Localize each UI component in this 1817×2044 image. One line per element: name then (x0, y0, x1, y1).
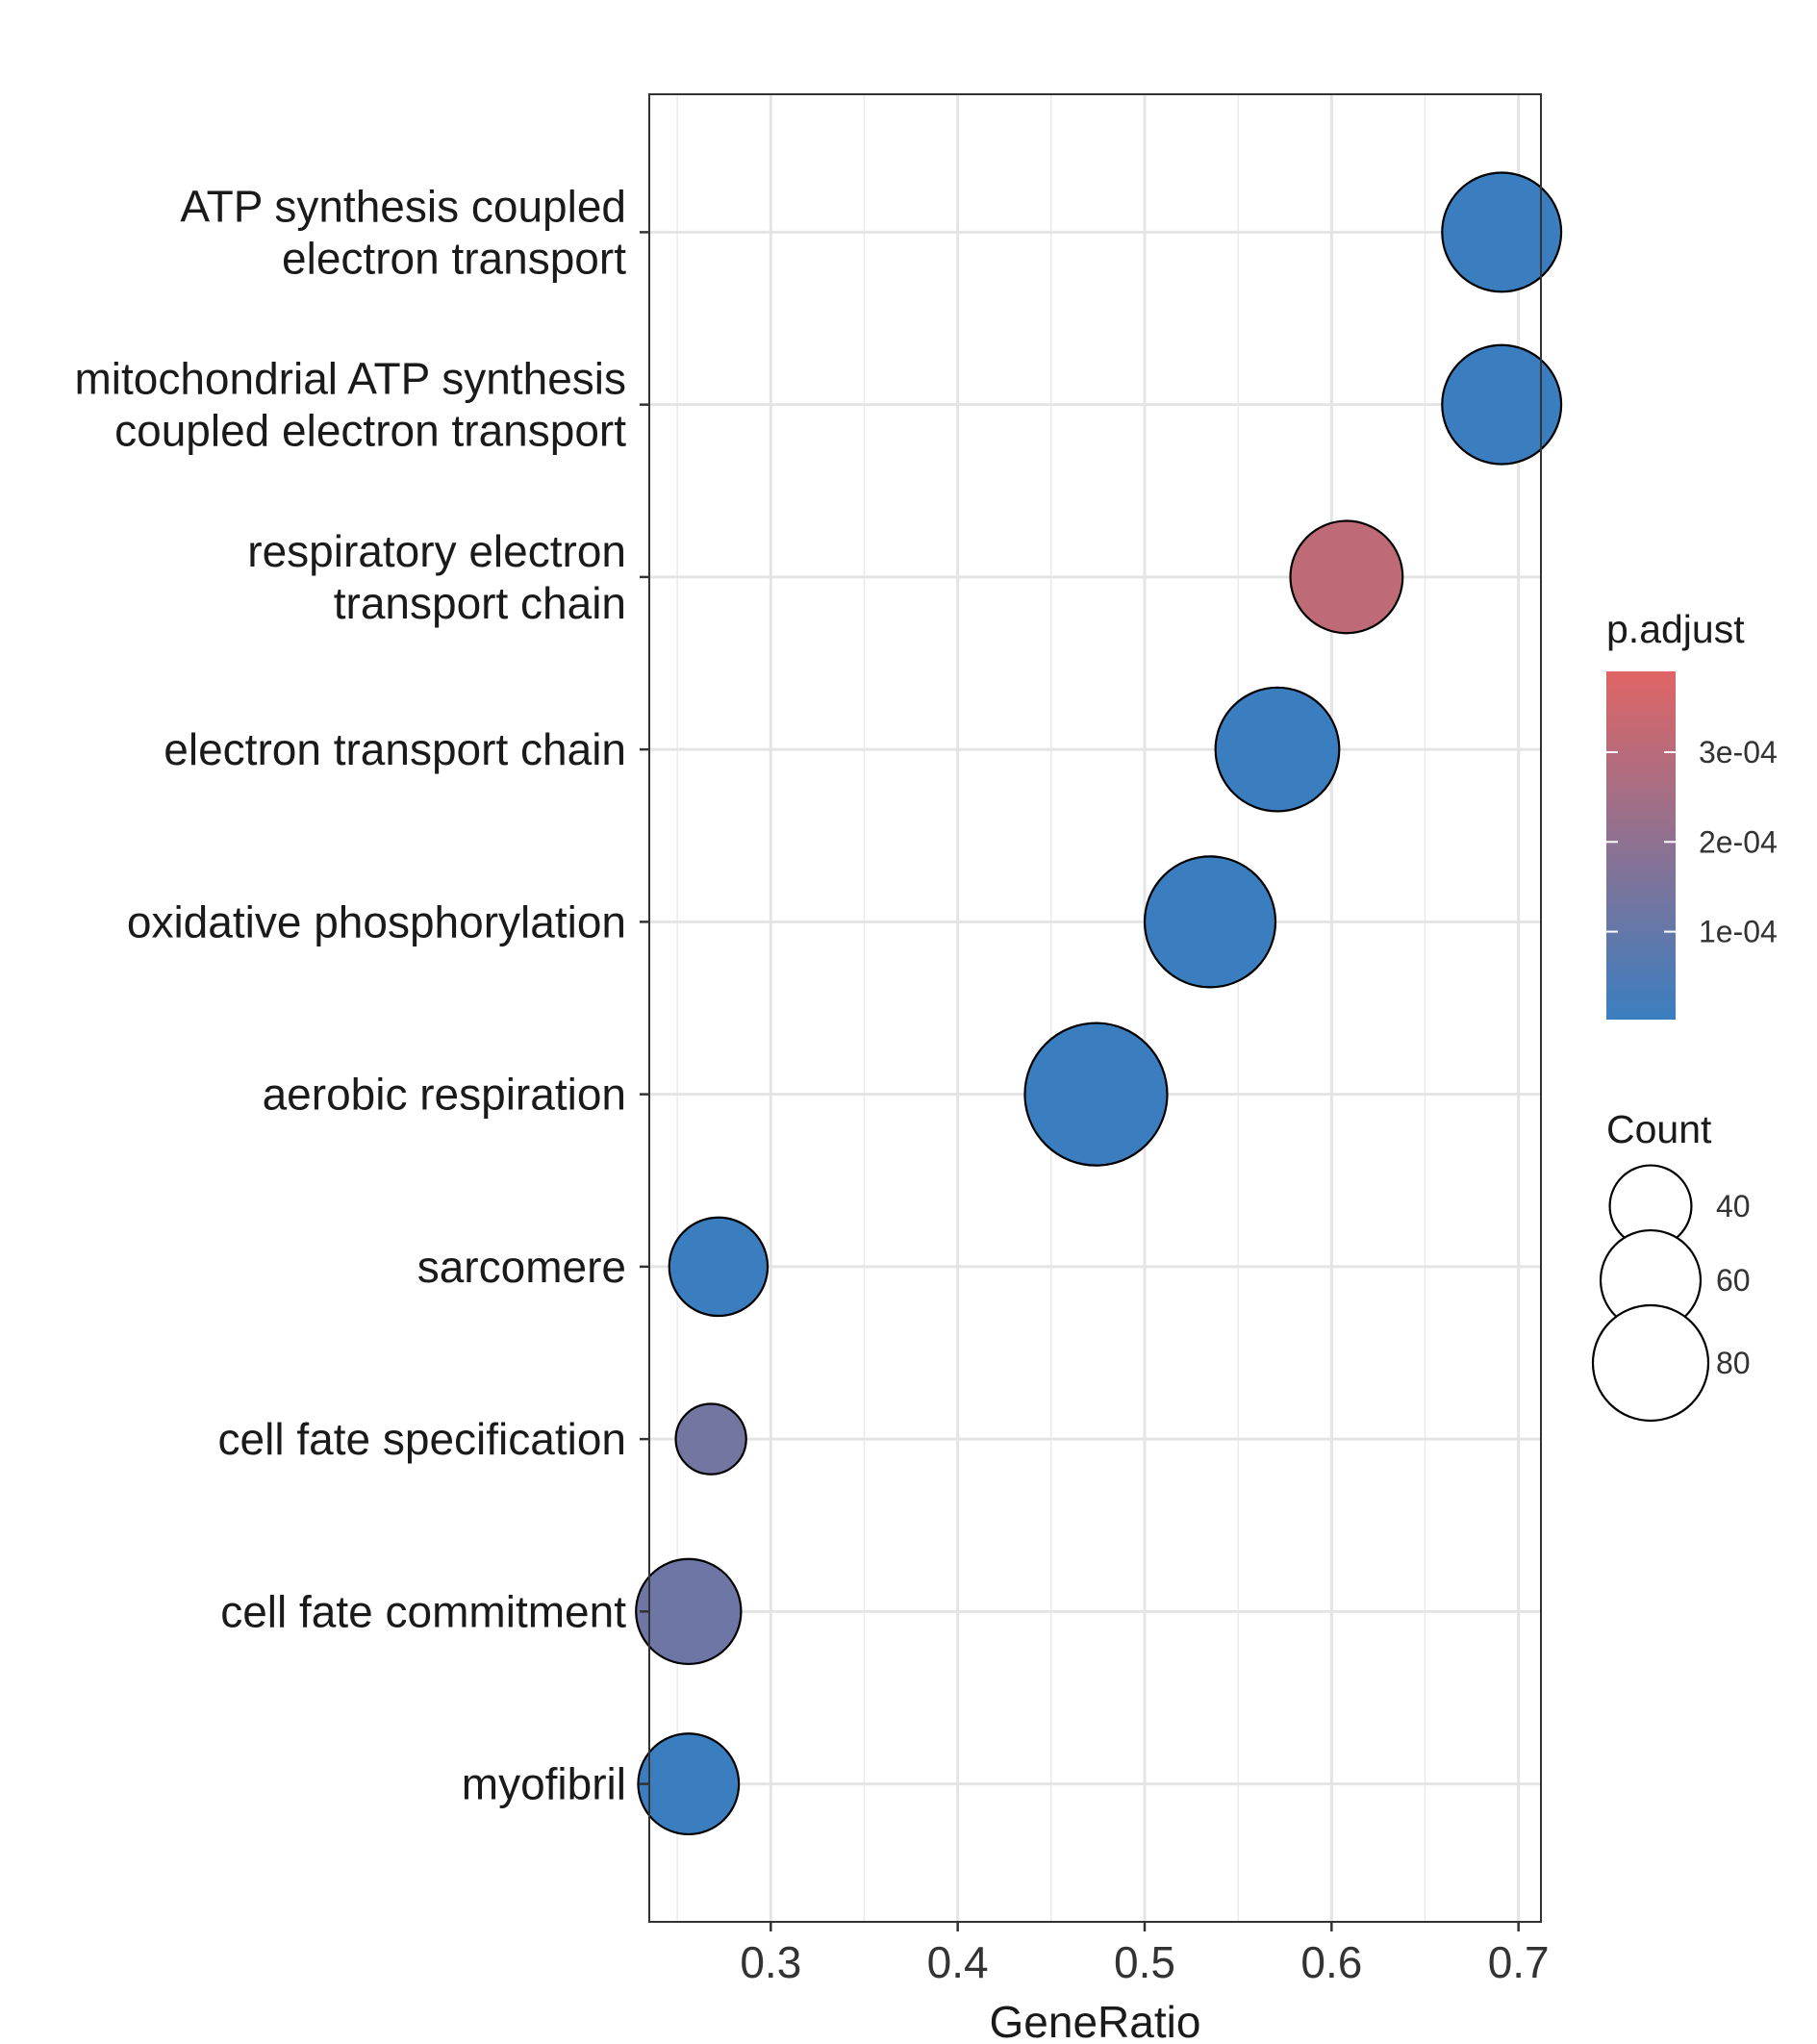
data-point (1441, 343, 1563, 466)
color-tick-label: 1e-04 (1699, 915, 1778, 949)
data-points (635, 171, 1563, 1836)
x-tick-label: 0.6 (1300, 1937, 1362, 1987)
plot-panel-border (648, 93, 1542, 1923)
size-legend-key (1591, 1303, 1710, 1423)
category-label: electron transport chain (164, 724, 626, 774)
category-label: myofibril (462, 1759, 626, 1809)
data-point (1023, 1022, 1169, 1167)
color-tick-label: 3e-04 (1699, 735, 1778, 770)
data-point (637, 1732, 741, 1836)
category-label: cell fate commitment (220, 1586, 626, 1636)
category-label: ATP synthesis coupled (180, 181, 626, 231)
data-point (1214, 686, 1341, 813)
color-tick-label: 2e-04 (1699, 824, 1778, 859)
color-legend: p.adjust 1e-04 2e-04 3e-04 (1606, 607, 1778, 1020)
category-label: electron transport (282, 233, 626, 283)
category-label: aerobic respiration (263, 1070, 626, 1120)
x-tick-label: 0.4 (927, 1937, 989, 1987)
category-label: mitochondrial ATP synthesis (74, 354, 626, 404)
size-legend-keys: 40 60 80 (1591, 1164, 1751, 1423)
x-axis-title: GeneRatio (990, 1997, 1201, 2044)
category-label: sarcomere (417, 1242, 626, 1292)
data-point (668, 1216, 770, 1318)
category-label: coupled electron transport (114, 406, 626, 456)
category-label: oxidative phosphorylation (127, 896, 626, 946)
category-label: respiratory electron (247, 526, 626, 576)
category-label: cell fate specification (218, 1414, 626, 1464)
size-legend-title: Count (1606, 1107, 1712, 1151)
color-legend-title: p.adjust (1606, 607, 1745, 651)
color-bar-ticks: 1e-04 2e-04 3e-04 (1606, 735, 1778, 949)
data-point (674, 1402, 747, 1476)
size-legend: Count 40 60 80 (1591, 1107, 1751, 1423)
size-legend-label: 40 (1716, 1189, 1751, 1224)
x-tick-label: 0.7 (1488, 1937, 1550, 1987)
color-bar (1606, 671, 1676, 1020)
data-point (1289, 519, 1404, 635)
x-axis: 0.3 0.4 0.5 0.6 0.7 (740, 1922, 1550, 1987)
size-legend-label: 60 (1716, 1263, 1751, 1298)
data-point (1441, 171, 1563, 293)
x-tick-label: 0.5 (1114, 1937, 1175, 1987)
category-label: transport chain (334, 578, 626, 628)
data-point (635, 1557, 743, 1666)
x-tick-label: 0.3 (740, 1937, 801, 1987)
data-point (1143, 855, 1277, 989)
size-legend-label: 80 (1716, 1346, 1751, 1380)
